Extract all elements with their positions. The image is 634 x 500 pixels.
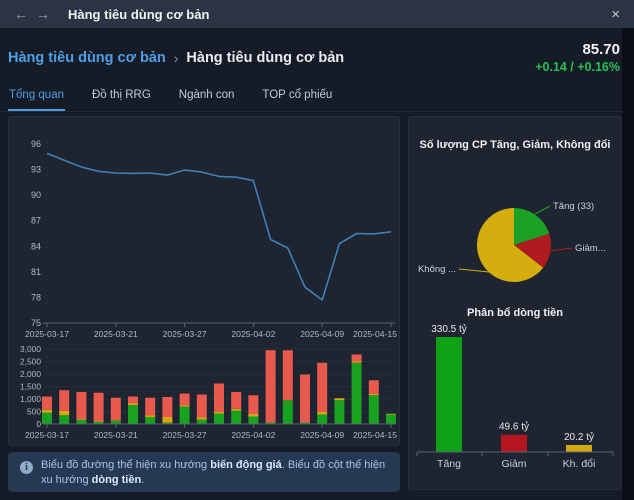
svg-text:75: 75 [31,318,41,328]
svg-text:93: 93 [31,165,41,175]
svg-text:81: 81 [31,267,41,277]
breadcrumb-separator-icon: › [173,50,179,66]
svg-text:2025-03-27: 2025-03-27 [163,329,207,339]
background-strip [622,28,634,500]
window-title: Hàng tiêu dùng cơ bản [68,6,210,22]
header-row: Hàng tiêu dùng cơ bản › Hàng tiêu dùng c… [8,36,622,80]
svg-text:2025-04-15: 2025-04-15 [353,329,397,339]
flow-distribution-bar-chart: 330.5 tỷ 49.6 tỷ 20.2 tỷ Tăng Giảm Kh. đổi [416,323,614,470]
svg-text:84: 84 [31,241,41,251]
svg-text:500: 500 [27,407,41,417]
svg-text:2,500: 2,500 [20,357,41,367]
svg-text:2025-03-17: 2025-03-17 [25,430,69,440]
quote-price: 85.70 [582,40,620,58]
breadth-panel: Số lượng CP Tăng, Giảm, Không đổi Tăng (… [408,116,622,490]
quote-block: 85.70 +0.14 / +0.16% [535,41,622,76]
svg-text:2025-03-21: 2025-03-21 [94,329,138,339]
svg-text:96: 96 [31,139,41,149]
flow-distribution-title: Phân bổ dòng tiền [467,307,563,319]
pie-chart-title: Số lượng CP Tăng, Giảm, Không đổi [419,139,611,151]
info-note: i Biểu đồ đường thể hiện xu hướng biến đ… [8,452,400,492]
tab-top-co-phieu[interactable]: TOP cổ phiếu [262,89,333,101]
svg-text:Tăng (33): Tăng (33) [553,201,594,212]
info-note-text: Biểu đồ đường thể hiện xu hướng biến độn… [41,459,386,486]
svg-text:90: 90 [31,190,41,200]
svg-text:2025-03-17: 2025-03-17 [25,329,69,339]
tab-tong-quan[interactable]: Tổng quan [8,89,65,111]
svg-text:0: 0 [36,419,41,429]
svg-text:330.5 tỷ: 330.5 tỷ [431,323,467,335]
svg-text:49.6 tỷ: 49.6 tỷ [499,421,529,433]
forward-icon[interactable]: → [36,6,50,22]
svg-text:2025-04-15: 2025-04-15 [353,430,397,440]
tab-do-thi-rrg[interactable]: Đồ thị RRG [92,89,151,101]
daily-money-flow-bar-chart: 0 500 1,000 1,500 2,000 2,500 3,000 2025-03-17 2… [20,344,397,440]
svg-text:87: 87 [31,216,41,226]
svg-text:78: 78 [31,292,41,302]
svg-text:Giảm: Giảm [501,458,526,470]
svg-text:Tăng: Tăng [437,458,461,470]
svg-text:1,500: 1,500 [20,382,41,392]
svg-text:Giảm...: Giảm... [575,243,606,254]
svg-text:20.2 tỷ: 20.2 tỷ [564,431,594,443]
breadcrumb-current: Hàng tiêu dùng cơ bản [186,50,345,66]
svg-text:2025-03-27: 2025-03-27 [163,430,207,440]
svg-text:2025-04-09: 2025-04-09 [300,329,344,339]
breadcrumb-parent-link[interactable]: Hàng tiêu dùng cơ bản [8,50,166,66]
svg-text:1,000: 1,000 [20,394,41,404]
svg-text:Kh. đổi: Kh. đổi [563,458,596,470]
svg-text:2025-04-09: 2025-04-09 [300,430,344,440]
quote-change: +0.14 / +0.16% [535,59,620,74]
tab-bar: Tổng quan Đồ thị RRG Ngành con TOP cổ ph… [0,86,622,112]
svg-text:Không ...: Không ... [418,264,456,275]
svg-text:2,000: 2,000 [20,369,41,379]
back-icon[interactable]: ← [14,6,28,22]
close-icon[interactable]: × [611,5,620,23]
advance-decline-pie-chart: Tăng (33) Giảm... Không ... [418,201,606,282]
info-icon: i [20,461,33,474]
price-and-flow-panel: 96 93 90 87 84 81 78 75 2025-03-17 2025-03-21 2025… [8,116,400,446]
svg-text:2025-03-21: 2025-03-21 [94,430,138,440]
svg-text:2025-04-02: 2025-04-02 [231,430,275,440]
svg-text:2025-04-02: 2025-04-02 [231,329,275,339]
window-titlebar: ← → Hàng tiêu dùng cơ bản × [0,0,634,28]
svg-text:3,000: 3,000 [20,344,41,354]
tab-nganh-con[interactable]: Ngành con [178,89,235,101]
